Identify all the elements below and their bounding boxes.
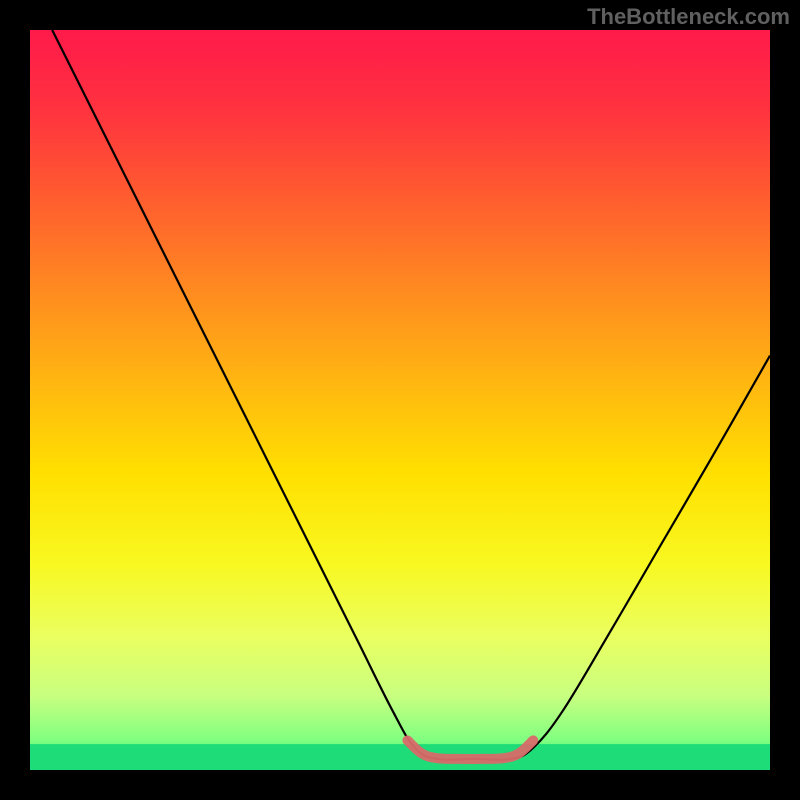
curve-layer (30, 30, 770, 770)
chart-container: TheBottleneck.com (0, 0, 800, 800)
plot-area (30, 30, 770, 770)
watermark-text: TheBottleneck.com (587, 4, 790, 30)
bottleneck-curve (52, 30, 770, 760)
valley-marker (407, 740, 533, 759)
